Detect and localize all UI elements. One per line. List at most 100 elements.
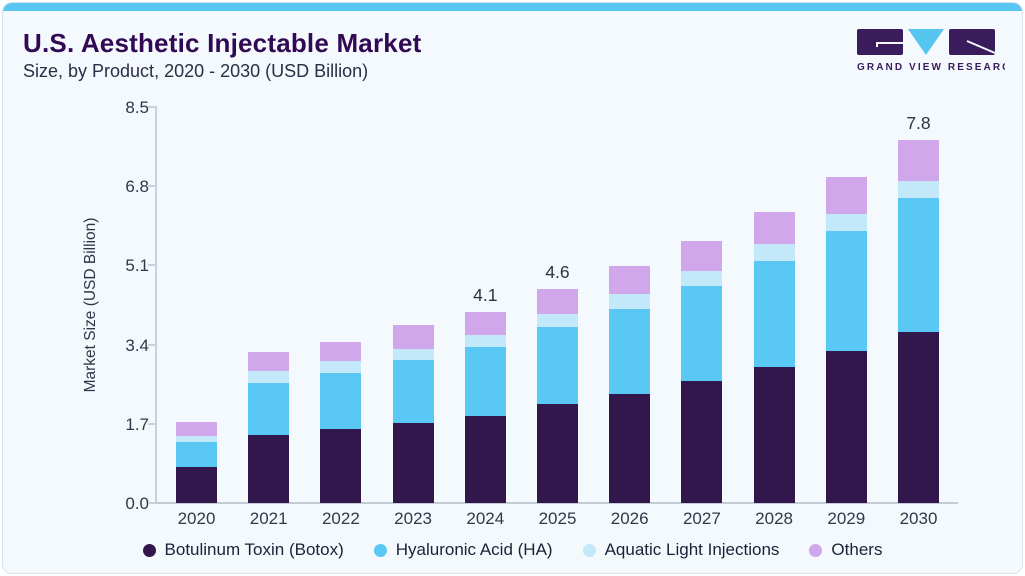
legend-dot-others: [809, 543, 823, 557]
bar-segment-others: [681, 240, 723, 271]
bar-segment-hyaluronic-acid-ha: [825, 230, 867, 351]
bar-segment-others: [825, 177, 867, 215]
chart-plot-area: Market Size (USD Billion) 8.5 6.8 5.1 3.4 1.…: [3, 3, 1022, 573]
bar-2025: [537, 288, 578, 503]
bar-2026: [609, 265, 651, 503]
bar-segment-aquatic-light-injections: [898, 180, 939, 198]
bar-segment-hyaluronic-acid-ha: [464, 346, 506, 416]
bar-segment-botulinum-toxin-botox: [681, 380, 723, 503]
x-axis-baseline: [149, 502, 958, 504]
bar-segment-others: [320, 341, 362, 361]
bar-2030: [898, 139, 939, 503]
x-axis-label-2025: 2025: [538, 509, 577, 528]
y-axis-tick-label-1.7: 1.7: [125, 414, 149, 434]
y-axis-tick-label-8.5: 8.5: [125, 98, 149, 117]
y-axis-tick-mark: [148, 343, 155, 346]
legend-label-aquatic-light-injections: Aquatic Light Injections: [604, 540, 780, 559]
bar-segment-botulinum-toxin-botox: [464, 415, 506, 503]
bar-segment-others: [176, 422, 217, 436]
chart-legend: Botulinum Toxin (Botox) Hyaluronic Acid (…: [3, 540, 1022, 560]
bar-segment-aquatic-light-injections: [248, 371, 290, 384]
x-axis-label-2026: 2026: [610, 509, 649, 528]
bar-segment-hyaluronic-acid-ha: [753, 260, 795, 368]
bar-segment-botulinum-toxin-botox: [392, 422, 434, 503]
legend-item-hyaluronic-acid-ha: Hyaluronic Acid (HA): [373, 540, 553, 560]
y-axis-tick-label-5.1: 5.1: [125, 256, 149, 276]
bar-segment-botulinum-toxin-botox: [320, 429, 362, 503]
bar-segment-aquatic-light-injections: [537, 314, 578, 327]
x-axis-label-2029: 2029: [827, 509, 866, 528]
bar-segment-aquatic-light-injections: [176, 435, 217, 443]
bar-segment-botulinum-toxin-botox: [825, 350, 867, 503]
bar-segment-hyaluronic-acid-ha: [681, 285, 723, 381]
x-axis-label-2021: 2021: [249, 509, 288, 528]
bar-segment-hyaluronic-acid-ha: [537, 326, 578, 405]
y-axis-tick-label-6.8: 6.8: [125, 177, 149, 197]
bar-2029: [825, 177, 867, 503]
x-axis-label-2022: 2022: [321, 509, 360, 528]
bar-total-label-2024: 4.1: [473, 284, 498, 305]
bar-segment-botulinum-toxin-botox: [176, 466, 217, 503]
bar-segment-others: [898, 139, 939, 181]
legend-item-botulinum-toxin-botox: Botulinum Toxin (Botox): [142, 540, 344, 560]
bar-segment-aquatic-light-injections: [825, 214, 867, 231]
bar-segment-others: [537, 288, 578, 315]
bar-segment-aquatic-light-injections: [753, 244, 795, 261]
bar-total-label-2030: 7.8: [906, 112, 931, 133]
bar-segment-hyaluronic-acid-ha: [392, 360, 434, 423]
y-axis-tick-mark: [148, 106, 155, 108]
x-axis-label-2028: 2028: [755, 509, 793, 528]
bar-2021: [248, 352, 290, 503]
gvr-logo-text: GRAND VIEW RESEARCH: [857, 62, 1005, 73]
bar-segment-aquatic-light-injections: [392, 349, 434, 361]
y-axis-tick-label-0.0: 0.0: [125, 494, 149, 513]
legend-item-aquatic-light-injections: Aquatic Light Injections: [582, 540, 780, 560]
bar-segment-aquatic-light-injections: [609, 293, 651, 309]
x-axis-label-2023: 2023: [394, 509, 432, 528]
gvr-logo-icon: GRAND VIEW RESEARCH: [857, 29, 1019, 73]
page-title: U.S. Aesthetic Injectable Market: [23, 28, 422, 58]
bar-segment-others: [609, 265, 651, 294]
bar-segment-hyaluronic-acid-ha: [898, 197, 939, 333]
bar-segment-hyaluronic-acid-ha: [176, 442, 217, 467]
bar-segment-others: [753, 211, 795, 245]
bar-2028: [753, 211, 795, 503]
bar-segment-aquatic-light-injections: [320, 360, 362, 374]
grand-view-research-logo: GRAND VIEW RESEARCH: [855, 29, 1019, 78]
bar-segment-botulinum-toxin-botox: [898, 332, 939, 503]
bar-segment-aquatic-light-injections: [464, 335, 506, 347]
legend-label-botulinum-toxin-botox: Botulinum Toxin (Botox): [164, 540, 344, 559]
bar-segment-botulinum-toxin-botox: [609, 393, 651, 503]
bar-segment-hyaluronic-acid-ha: [320, 373, 362, 430]
x-axis-label-2024: 2024: [466, 509, 505, 528]
x-axis-label-2030: 2030: [899, 509, 938, 528]
bar-segment-others: [392, 325, 434, 350]
bar-segment-others: [248, 352, 290, 372]
x-axis-label-2027: 2027: [682, 509, 721, 528]
x-axis-label-2020: 2020: [177, 509, 216, 528]
bar-total-label-2025: 4.6: [545, 261, 570, 282]
bar-2022: [320, 341, 362, 503]
bar-2023: [392, 325, 434, 503]
y-axis-tick-mark: [148, 422, 155, 425]
bar-segment-botulinum-toxin-botox: [537, 404, 578, 503]
legend-item-others: Others: [809, 540, 882, 560]
y-axis-tick-label-3.4: 3.4: [125, 335, 149, 355]
legend-label-others: Others: [831, 540, 883, 559]
y-axis-tick-mark: [148, 185, 155, 188]
bar-2024: [464, 311, 506, 503]
y-axis-line: [155, 106, 157, 503]
y-axis-title: Market Size (USD Billion): [82, 217, 99, 393]
bar-segment-botulinum-toxin-botox: [248, 435, 290, 503]
legend-dot-aquatic-light-injections: [582, 543, 596, 557]
legend-dot-hyaluronic-acid-ha: [373, 543, 387, 557]
page-subtitle: Size, by Product, 2020 - 2030 (USD Billi…: [23, 61, 369, 81]
bar-2020: [176, 422, 217, 503]
bar-segment-hyaluronic-acid-ha: [248, 383, 290, 436]
bar-2027: [681, 240, 723, 503]
bar-segment-aquatic-light-injections: [681, 270, 723, 286]
bar-segment-others: [464, 311, 506, 336]
y-axis-tick-mark: [148, 502, 155, 504]
legend-label-hyaluronic-acid-ha: Hyaluronic Acid (HA): [395, 540, 553, 559]
